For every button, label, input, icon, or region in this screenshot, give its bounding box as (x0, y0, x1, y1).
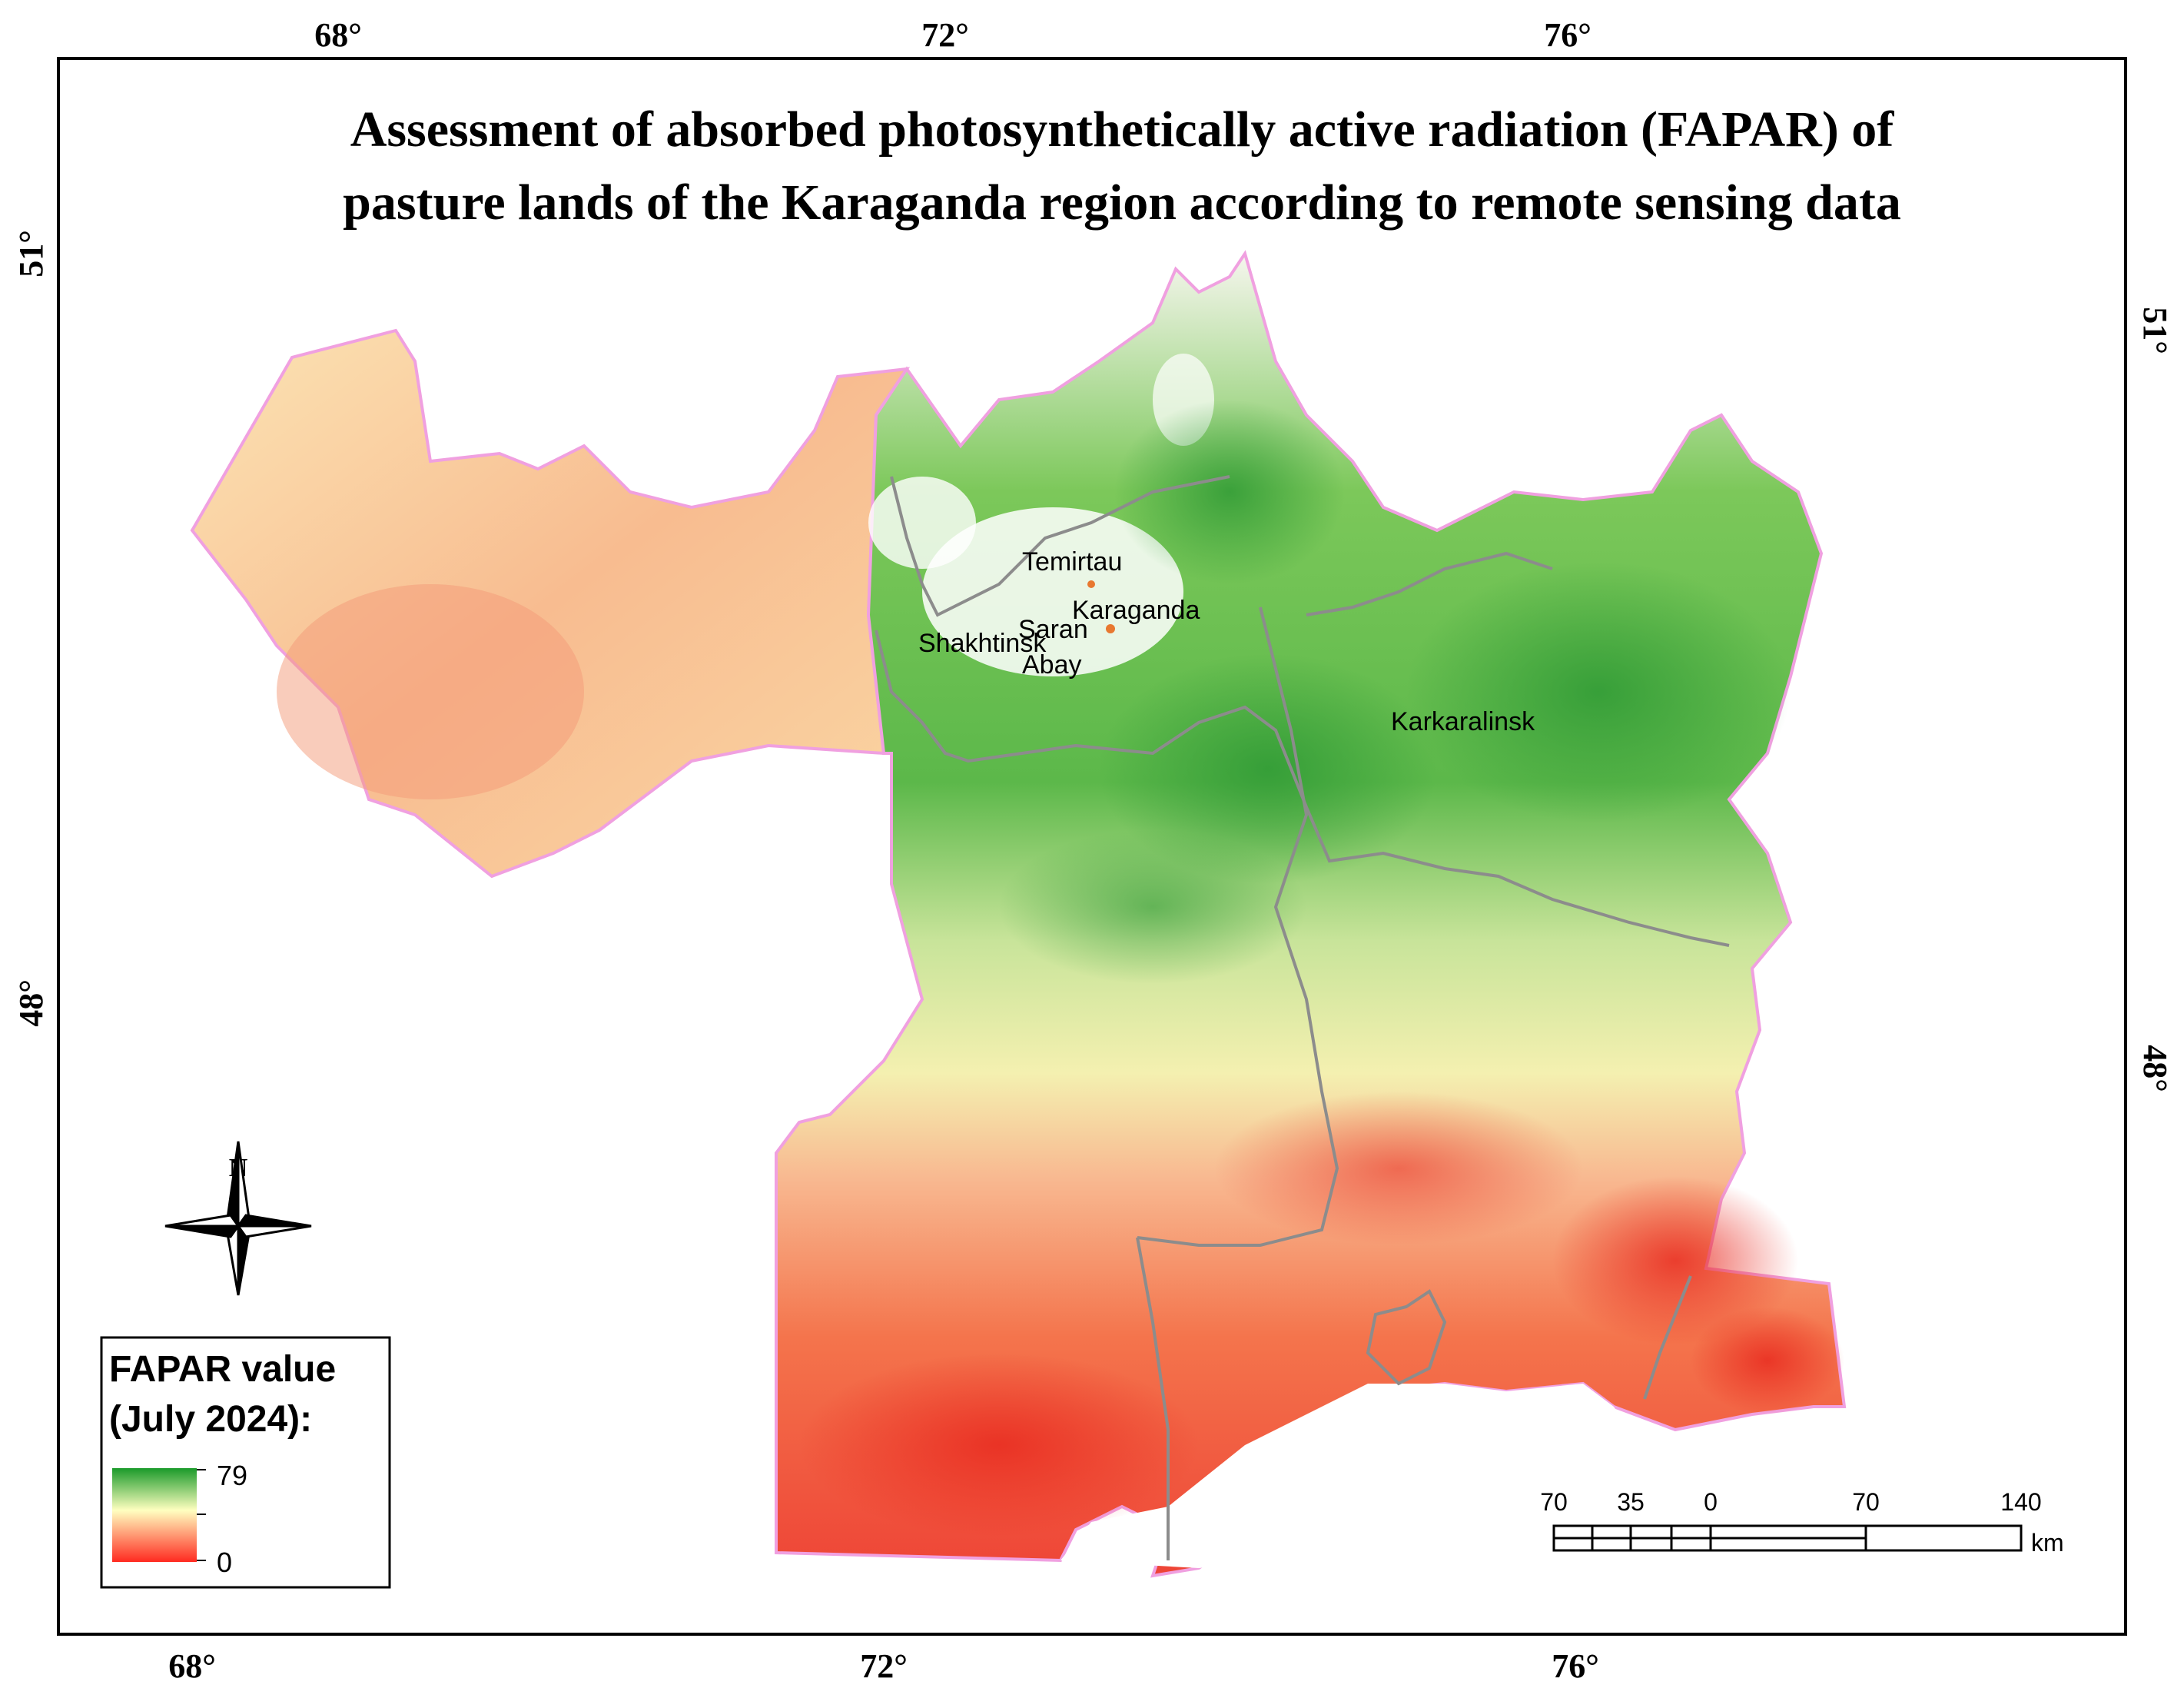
legend-min-label: 0 (217, 1547, 232, 1578)
legend: FAPAR value (July 2024): 79 0 (100, 1336, 391, 1589)
scale-label-35: 35 (1617, 1488, 1645, 1516)
city-label-saran: Saran (1018, 615, 1088, 644)
city-label-shakhtinsk: Shakhtinsk (918, 629, 1047, 658)
city-dot-temirtau (1087, 580, 1095, 588)
fapar-raster (190, 250, 1847, 1578)
top-lon-label-68: 68° (314, 16, 362, 54)
top-lon-label-72: 72° (921, 16, 969, 54)
city-label-abay: Abay (1022, 650, 1082, 680)
city-label-karaganda: Karaganda (1072, 596, 1200, 625)
compass-rose-icon: N (164, 1141, 312, 1296)
bottom-lon-label-76: 76° (1552, 1647, 1599, 1685)
map-frame (57, 57, 2127, 1636)
city-label-temirtau: Temirtau (1022, 547, 1122, 577)
right-lat-label-51: 51° (2136, 307, 2174, 354)
low-fapar-zone (799, 1353, 1199, 1537)
urban-nodata-area (922, 507, 1183, 676)
scale-label-70: 70 (1852, 1488, 1880, 1516)
map-title-line1: Assessment of absorbed photosyntheticall… (350, 101, 1895, 158)
high-fapar-zone (1114, 400, 1345, 584)
legend-max-label: 79 (217, 1460, 247, 1491)
scale-label-70-left: 70 (1540, 1488, 1568, 1516)
city-markers: Temirtau Karaganda Saran Shakhtinsk Abay… (918, 547, 1535, 736)
high-fapar-zone (999, 830, 1306, 984)
city-dot-karaganda (1106, 624, 1115, 633)
map-title-line2: pasture lands of the Karaganda region ac… (343, 174, 1901, 231)
low-fapar-zone (1691, 1307, 1844, 1414)
scale-label-0: 0 (1704, 1488, 1718, 1516)
scale-bar: 70 35 0 70 140 km (1540, 1488, 2063, 1557)
lake-nodata-area (1060, 1384, 1629, 1568)
bottom-lon-label-68: 68° (168, 1647, 216, 1685)
low-fapar-zone (1214, 1092, 1583, 1245)
city-label-karkaralinsk: Karkaralinsk (1391, 707, 1535, 736)
high-fapar-zone (1406, 561, 1791, 822)
nodata-patch (868, 477, 976, 569)
bottom-lon-label-72: 72° (860, 1647, 908, 1685)
legend-color-ramp (112, 1468, 197, 1562)
high-fapar-zone (1099, 653, 1437, 884)
legend-title-line2: (July 2024): (109, 1399, 312, 1440)
region-west-lobe (190, 328, 911, 879)
legend-title-line1: FAPAR value (109, 1349, 336, 1390)
low-fapar-zone (277, 584, 584, 799)
scale-label-140: 140 (2000, 1488, 2041, 1516)
right-lat-label-48: 48° (2136, 1045, 2174, 1092)
left-lat-label-48: 48° (12, 979, 50, 1027)
scale-unit: km (2031, 1529, 2064, 1557)
left-lat-label-51: 51° (12, 230, 50, 277)
top-lon-label-76: 76° (1544, 16, 1592, 54)
low-fapar-zone (1552, 1176, 1798, 1345)
district-boundaries (875, 475, 1730, 1560)
